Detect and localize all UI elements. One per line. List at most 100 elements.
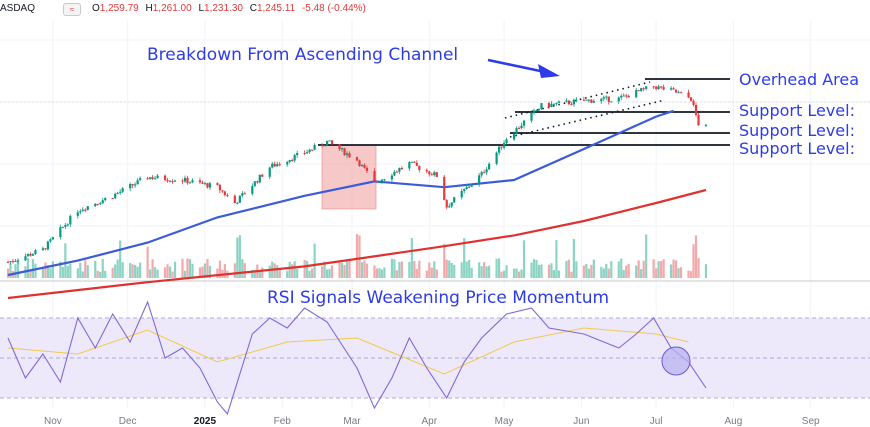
candle-body bbox=[610, 101, 613, 103]
volume-bar bbox=[16, 258, 20, 278]
volume-bar bbox=[530, 262, 533, 278]
volume-bar bbox=[136, 266, 139, 278]
candle-body bbox=[637, 90, 640, 92]
volume-bar bbox=[383, 267, 386, 278]
volume-bar bbox=[393, 259, 396, 278]
candle-body bbox=[500, 146, 503, 148]
candle-body bbox=[400, 168, 403, 170]
volume-bar bbox=[627, 263, 630, 278]
volume-bar bbox=[79, 262, 82, 278]
candle-body bbox=[340, 148, 344, 150]
volume-bar bbox=[502, 270, 506, 278]
volume-bar bbox=[325, 269, 329, 278]
candle-body bbox=[415, 162, 418, 166]
volume-bar bbox=[223, 264, 226, 278]
volume-bar bbox=[540, 264, 543, 278]
candle-body bbox=[704, 124, 708, 126]
volume-bar bbox=[450, 263, 453, 278]
candle-body bbox=[173, 180, 177, 182]
candle-body bbox=[585, 99, 588, 101]
volume-bar bbox=[340, 262, 344, 278]
candle-body bbox=[208, 183, 212, 188]
candle-body bbox=[679, 92, 683, 94]
candle-body bbox=[163, 175, 167, 180]
candle-body bbox=[171, 181, 174, 183]
close-label: C bbox=[249, 3, 257, 14]
volume-bar bbox=[460, 262, 463, 278]
candle-body bbox=[168, 181, 172, 183]
volume-bar bbox=[151, 259, 154, 278]
candle-body bbox=[445, 200, 448, 208]
volume-bar bbox=[153, 267, 157, 278]
scale-icon[interactable]: ≈ bbox=[63, 3, 81, 16]
x-axis[interactable]: Nov Dec 2025 Feb Mar Apr May Jun Jul Aug Sep bbox=[44, 416, 820, 427]
chart-header: ASDAQ bbox=[0, 3, 39, 17]
volume-bar bbox=[400, 261, 403, 278]
arrow-head-icon bbox=[538, 64, 560, 78]
candle-body bbox=[311, 149, 314, 151]
candle-body bbox=[557, 101, 561, 103]
candle-body bbox=[11, 261, 15, 263]
volume-bar bbox=[188, 259, 192, 278]
volume-bar bbox=[31, 259, 35, 278]
candle-body bbox=[512, 133, 516, 140]
volume-bar bbox=[692, 244, 695, 278]
candle-body bbox=[153, 178, 157, 180]
volume-bar bbox=[463, 238, 466, 278]
candle-body bbox=[517, 127, 521, 129]
candle-body bbox=[453, 197, 456, 203]
x-tick-label: Apr bbox=[422, 416, 438, 427]
candle-body bbox=[470, 184, 473, 187]
candle-body bbox=[655, 86, 658, 90]
candle-body bbox=[660, 86, 663, 88]
candle-body bbox=[139, 178, 142, 181]
candle-body bbox=[278, 164, 281, 166]
volume-bar bbox=[660, 261, 663, 278]
volume-bar bbox=[679, 267, 683, 278]
candle-body bbox=[530, 112, 533, 121]
volume-bar bbox=[121, 262, 124, 278]
open-label: O bbox=[92, 3, 100, 14]
volume-bar bbox=[443, 243, 446, 278]
candle-body bbox=[428, 171, 431, 175]
candle-body bbox=[478, 175, 481, 185]
volume-bar bbox=[617, 261, 620, 278]
volume-bar bbox=[470, 267, 473, 278]
candle-body bbox=[645, 86, 648, 89]
volume-bar bbox=[645, 234, 648, 278]
candle-body bbox=[49, 239, 52, 242]
volume-bar bbox=[620, 258, 623, 278]
volume-bar bbox=[41, 268, 44, 278]
candle-body bbox=[101, 200, 104, 204]
x-tick-label: Jun bbox=[573, 416, 589, 427]
symbol-label[interactable]: ASDAQ bbox=[0, 3, 36, 14]
candle-body bbox=[483, 172, 486, 174]
volume-bar bbox=[148, 269, 152, 278]
candle-body bbox=[121, 188, 124, 192]
candle-body bbox=[271, 163, 274, 168]
candle-body bbox=[380, 179, 384, 182]
candle-body bbox=[355, 157, 359, 161]
volume-bar bbox=[704, 264, 708, 278]
candle-body bbox=[540, 103, 543, 109]
candle-body bbox=[6, 262, 10, 264]
candle-body bbox=[425, 169, 428, 172]
volume-bar bbox=[14, 264, 17, 278]
candle-body bbox=[116, 192, 119, 194]
candle-body bbox=[286, 162, 289, 165]
volume-bar bbox=[532, 259, 536, 278]
x-tick-label: Jul bbox=[650, 416, 663, 427]
candle-body bbox=[505, 139, 508, 143]
candle-body bbox=[547, 103, 551, 107]
volume-bar bbox=[689, 271, 693, 278]
volume-bar bbox=[415, 269, 418, 278]
candle-body bbox=[642, 88, 645, 90]
volume-bar bbox=[418, 260, 421, 278]
candle-body bbox=[308, 149, 311, 153]
volume-bar bbox=[311, 268, 314, 278]
volume-bar bbox=[278, 269, 281, 278]
volume-bar bbox=[134, 264, 137, 278]
candle-body bbox=[14, 260, 17, 262]
volume-bar bbox=[99, 271, 102, 278]
